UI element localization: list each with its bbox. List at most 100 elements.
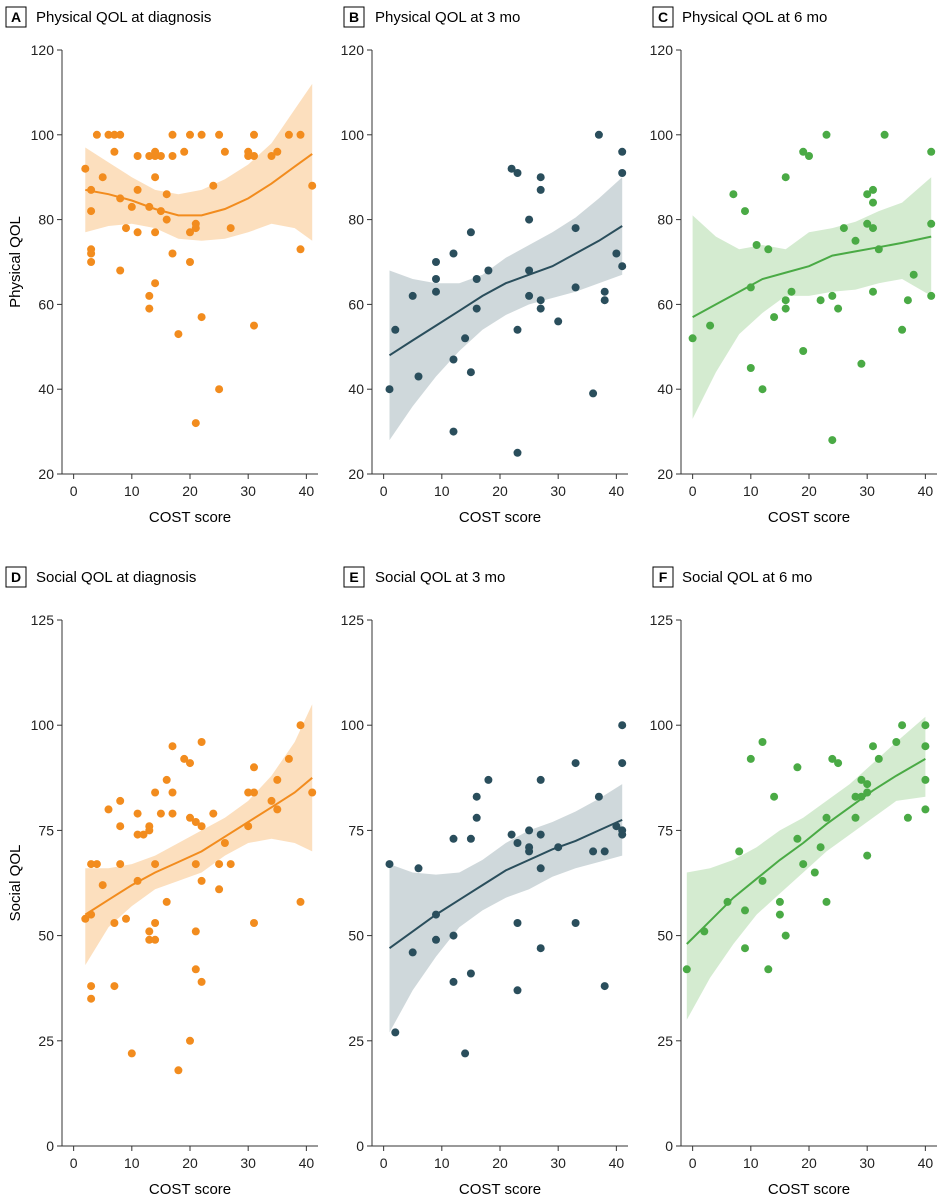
panel-c-data-point [770,313,779,322]
panel-e-data-point [513,919,522,927]
panel-c-data-point [834,304,843,313]
panel-d-data-point [267,796,276,805]
panel-b-y-tick-label: 120 [341,42,365,58]
panel-c-data-point [746,283,755,292]
panel-a-data-point [116,130,125,139]
panel-d-data-point [87,910,96,919]
panel-b-data-point [432,275,440,283]
panel-c-data-point [857,359,866,368]
panel-e-fit-line [388,818,623,950]
panel-d-data-point [186,1036,194,1045]
panel-b-confidence-band [389,177,623,441]
panel-e-data-point [414,864,423,873]
panel-c-data-point [781,304,790,313]
panel-a-data-point [133,228,142,237]
panel-e-y-tick-label: 75 [348,822,364,838]
panel-f-data-point [816,843,825,852]
panel-c-x-tick-label: 0 [689,483,697,499]
panel-a-data-point [151,152,160,160]
panel-d-title: Social QOL at diagnosis [36,569,196,586]
panel-e-data-point [536,864,545,873]
panel-c-confidence-band [692,177,932,419]
panel-a-data-point [296,130,305,139]
panel-f-data-point [758,738,767,746]
panel-d-data-point [197,738,206,746]
panel-f-data-point [863,788,872,797]
panel-c-x-tick-label: 40 [918,483,934,499]
panel-a-data-point [197,313,206,322]
panel-d-y-tick-label: 100 [31,717,55,733]
panel-f-data-point [799,860,808,869]
panel-f-data-point [700,927,709,936]
panel-d-confidence-band [85,704,313,966]
panel-d-data-point [116,796,125,805]
panel-a-data-point [250,152,258,160]
panel-c-data-point [741,207,749,216]
panel-b-data-point [472,275,481,283]
panel-e-data-point [600,847,609,856]
panel-e-x-axis-label: COST score [459,1181,541,1198]
panel-d-data-point [156,809,165,818]
panel-a-data-point [98,173,107,182]
panel-b-data-point [589,389,598,398]
panel-e-data-point [536,775,545,784]
panel-d-data-point [122,914,130,923]
panel-e-data-point [484,775,493,784]
panel-f-data-point [892,738,901,746]
panel-d-data-point [273,775,282,784]
panel-f: F Social QOL at 6 mo 0 25 50 75 100 125 0 10 20 30 4… [650,566,937,1198]
panel-e-data-point [472,792,481,801]
panel-b-data-point [513,169,522,177]
panel-e-data-point [466,969,475,978]
panel-b-letter: B [349,9,359,25]
panel-e-title: Social QOL at 3 mo [375,569,505,586]
panel-d-data-point [87,994,96,1003]
panel-d-data-point [197,822,206,831]
panel-f-data-point [822,897,831,906]
panel-e-data-point [432,935,440,944]
panel-a-data-point [104,130,113,139]
panel-d-x-tick-label: 20 [182,1155,198,1171]
panel-d-data-point [104,805,113,814]
panel-e-data-point [391,1028,400,1037]
panel-d-data-point [151,860,160,869]
panel-b-data-point [571,224,580,233]
panel-e-data-point [525,847,534,856]
panel-a-letter-box [5,6,27,28]
panel-b-data-point [536,185,545,194]
panel-b-data-point [513,325,522,334]
panel-a-data-point [122,224,130,233]
panel-b-data-point [385,385,394,394]
panel-e-y-tick-label: 125 [341,612,365,628]
panel-f-data-point [921,742,930,751]
panel-e-data-point [449,977,458,986]
panel-d-data-point [191,965,200,974]
panel-f-data-point [898,721,907,730]
panel-f-x-axis-label: COST score [768,1181,850,1198]
panel-b-data-point [461,334,470,343]
panel-c-data-point [909,270,918,279]
panel-f-data-point [741,944,749,953]
panel-b-y-tick-label: 40 [348,381,364,397]
panel-a-data-point [215,385,224,394]
panel-d-y-tick-label: 50 [38,928,54,944]
panel-d-data-point [244,822,253,831]
panel-e-confidence-band [389,784,623,1033]
panel-e-x-tick-label: 10 [434,1155,450,1171]
panel-f-y-tick-label: 0 [665,1138,673,1154]
panel-f-data-point [834,759,843,768]
panel-b-data-point [507,164,516,173]
panel-e-data-point [571,919,580,927]
panel-d-data-point [296,721,305,730]
panel-a-data-point [92,130,101,139]
panel-b-data-point [472,304,481,313]
panel-e-y-tick-label: 50 [348,928,364,944]
panel-d-data-point [250,919,258,927]
panel-f-confidence-band [686,716,926,1020]
panel-c-x-tick-label: 20 [801,483,817,499]
panel-d-data-point [244,788,253,797]
panel-d-data-point [151,788,160,797]
panel-a: A Physical QOL at diagnosis20406080100120… [5,6,318,526]
panel-f-letter: F [659,569,668,585]
